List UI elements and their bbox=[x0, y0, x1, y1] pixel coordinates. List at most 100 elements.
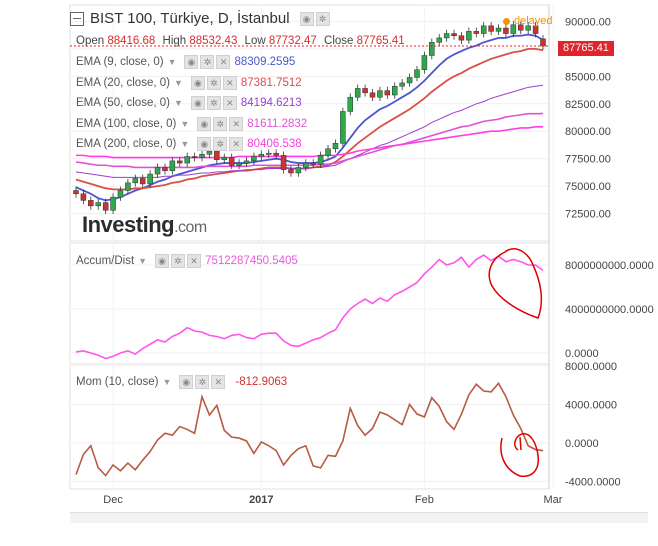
accum-legend[interactable]: Accum/Dist ▼ ◉ ✲ ✕ 7512287450.5405 bbox=[76, 254, 298, 268]
low-label: Low bbox=[244, 35, 266, 47]
candle-body bbox=[362, 88, 368, 94]
candle-body bbox=[125, 182, 131, 191]
candle-body bbox=[421, 55, 428, 71]
chevron-down-icon[interactable]: ▼ bbox=[173, 77, 183, 88]
eye-icon[interactable]: ◉ bbox=[299, 11, 314, 26]
ohlc-row: Open 88416.68 High 88532.43 Low 87732.47… bbox=[76, 35, 409, 47]
x-tick-label: Dec bbox=[103, 494, 123, 506]
close-label: Close bbox=[324, 35, 354, 47]
gear-icon[interactable]: ✲ bbox=[315, 11, 330, 26]
candle-body bbox=[518, 24, 524, 31]
low-value: 87732.47 bbox=[268, 35, 317, 47]
candle-body bbox=[332, 143, 339, 150]
close-icon[interactable]: ✕ bbox=[229, 116, 244, 131]
candle-body bbox=[228, 157, 235, 166]
candle-body bbox=[154, 167, 161, 175]
candle-body bbox=[295, 167, 302, 174]
ema-label: EMA (200, close, 0) bbox=[76, 138, 177, 150]
close-icon[interactable]: ✕ bbox=[222, 75, 237, 90]
gear-icon[interactable]: ✲ bbox=[206, 75, 221, 90]
ema-legend-row[interactable]: EMA (200, close, 0) ▼ ◉ ✲ ✕ 80406.538 bbox=[76, 137, 302, 151]
eye-icon[interactable]: ◉ bbox=[179, 375, 194, 389]
mom-legend[interactable]: Mom (10, close) ▼ ◉ ✲ ✕ -812.9063 bbox=[76, 375, 287, 389]
y-tick-label: 8000000000.0000 bbox=[565, 260, 654, 272]
candle-body bbox=[310, 162, 316, 165]
candle-body bbox=[265, 152, 272, 155]
candle-body bbox=[243, 160, 250, 164]
last-price-flag: 87765.41 bbox=[558, 41, 614, 56]
ema-value: 87381.7512 bbox=[240, 76, 302, 89]
candle-body bbox=[258, 154, 265, 157]
close-icon[interactable]: ✕ bbox=[216, 55, 231, 69]
bottom-toolbar[interactable] bbox=[70, 512, 648, 523]
eye-icon[interactable]: ◉ bbox=[190, 96, 205, 110]
delayed-label: delayed bbox=[514, 15, 553, 27]
collapse-icon[interactable] bbox=[70, 11, 84, 26]
x-tick-label: Mar bbox=[544, 494, 563, 506]
eye-icon[interactable]: ◉ bbox=[184, 55, 199, 69]
pane-frame bbox=[69, 365, 550, 490]
close-icon[interactable]: ✕ bbox=[187, 254, 202, 268]
high-value: 88532.43 bbox=[189, 35, 238, 47]
pane-frame bbox=[69, 4, 550, 242]
high-label: High bbox=[162, 35, 187, 47]
candle-body bbox=[80, 193, 87, 201]
candle-body bbox=[251, 156, 257, 162]
gear-icon[interactable]: ✲ bbox=[213, 137, 228, 151]
eye-icon[interactable]: ◉ bbox=[190, 75, 205, 90]
candle-body bbox=[132, 178, 139, 184]
candle-body bbox=[110, 196, 116, 211]
ema-legend-row[interactable]: EMA (20, close, 0) ▼ ◉ ✲ ✕ 87381.7512 bbox=[76, 75, 302, 90]
accum-value: 7512287450.5405 bbox=[205, 255, 298, 267]
chevron-down-icon[interactable]: ▼ bbox=[173, 98, 183, 108]
close-icon[interactable]: ✕ bbox=[211, 375, 226, 389]
chevron-down-icon[interactable]: ▼ bbox=[138, 256, 148, 266]
x-tick-label: 2017 bbox=[249, 494, 273, 506]
candle-body bbox=[443, 33, 450, 39]
ema-label: EMA (20, close, 0) bbox=[76, 76, 170, 89]
candle-body bbox=[458, 35, 465, 41]
candle-body bbox=[147, 173, 153, 185]
candle-body bbox=[377, 90, 383, 98]
gear-icon[interactable]: ✲ bbox=[213, 116, 228, 131]
gear-icon[interactable]: ✲ bbox=[200, 55, 215, 69]
eye-icon[interactable]: ◉ bbox=[197, 116, 212, 131]
close-icon[interactable]: ✕ bbox=[229, 137, 244, 151]
ema-legend-row[interactable]: EMA (50, close, 0) ▼ ◉ ✲ ✕ 84194.6213 bbox=[76, 96, 302, 110]
y-tick-label: 90000.00 bbox=[565, 16, 611, 28]
close-icon[interactable]: ✕ bbox=[222, 96, 237, 110]
candle-body bbox=[95, 202, 101, 207]
candle-body bbox=[199, 154, 205, 158]
y-tick-label: 8000.0000 bbox=[565, 361, 617, 373]
ema-line bbox=[75, 84, 544, 178]
candle-body bbox=[399, 82, 405, 87]
accum-label: Accum/Dist bbox=[76, 255, 135, 267]
chevron-down-icon[interactable]: ▼ bbox=[162, 377, 172, 387]
momentum-line bbox=[75, 381, 544, 477]
eye-icon[interactable]: ◉ bbox=[197, 137, 212, 151]
chevron-down-icon[interactable]: ▼ bbox=[180, 139, 190, 149]
candle-body bbox=[191, 156, 198, 158]
y-tick-label: 4000000000.0000 bbox=[565, 304, 654, 316]
y-tick-label: 77500.00 bbox=[565, 154, 611, 166]
gear-icon[interactable]: ✲ bbox=[195, 375, 210, 389]
ema-legend-row[interactable]: EMA (9, close, 0) ▼ ◉ ✲ ✕ 88309.2595 bbox=[76, 55, 295, 69]
candle-body bbox=[466, 31, 472, 41]
eye-icon[interactable]: ◉ bbox=[155, 254, 170, 268]
candle-body bbox=[540, 38, 546, 47]
ema-value: 88309.2595 bbox=[234, 56, 296, 68]
annotation-circle bbox=[488, 248, 543, 319]
ema-label: EMA (50, close, 0) bbox=[76, 97, 170, 109]
accum-dist-line bbox=[75, 254, 544, 360]
mom-value: -812.9063 bbox=[235, 376, 288, 388]
title-controls[interactable]: ◉ ✲ bbox=[299, 11, 330, 26]
ema-value: 84194.6213 bbox=[240, 97, 302, 109]
candle-body bbox=[369, 92, 376, 98]
chevron-down-icon[interactable]: ▼ bbox=[167, 57, 177, 67]
gear-icon[interactable]: ✲ bbox=[171, 254, 186, 268]
annotation-circle bbox=[500, 433, 540, 478]
chevron-down-icon[interactable]: ▼ bbox=[180, 118, 190, 129]
ema-legend-row[interactable]: EMA (100, close, 0) ▼ ◉ ✲ ✕ 81611.2832 bbox=[76, 116, 307, 131]
investing-logo: Investing.com bbox=[82, 212, 207, 238]
gear-icon[interactable]: ✲ bbox=[206, 96, 221, 110]
